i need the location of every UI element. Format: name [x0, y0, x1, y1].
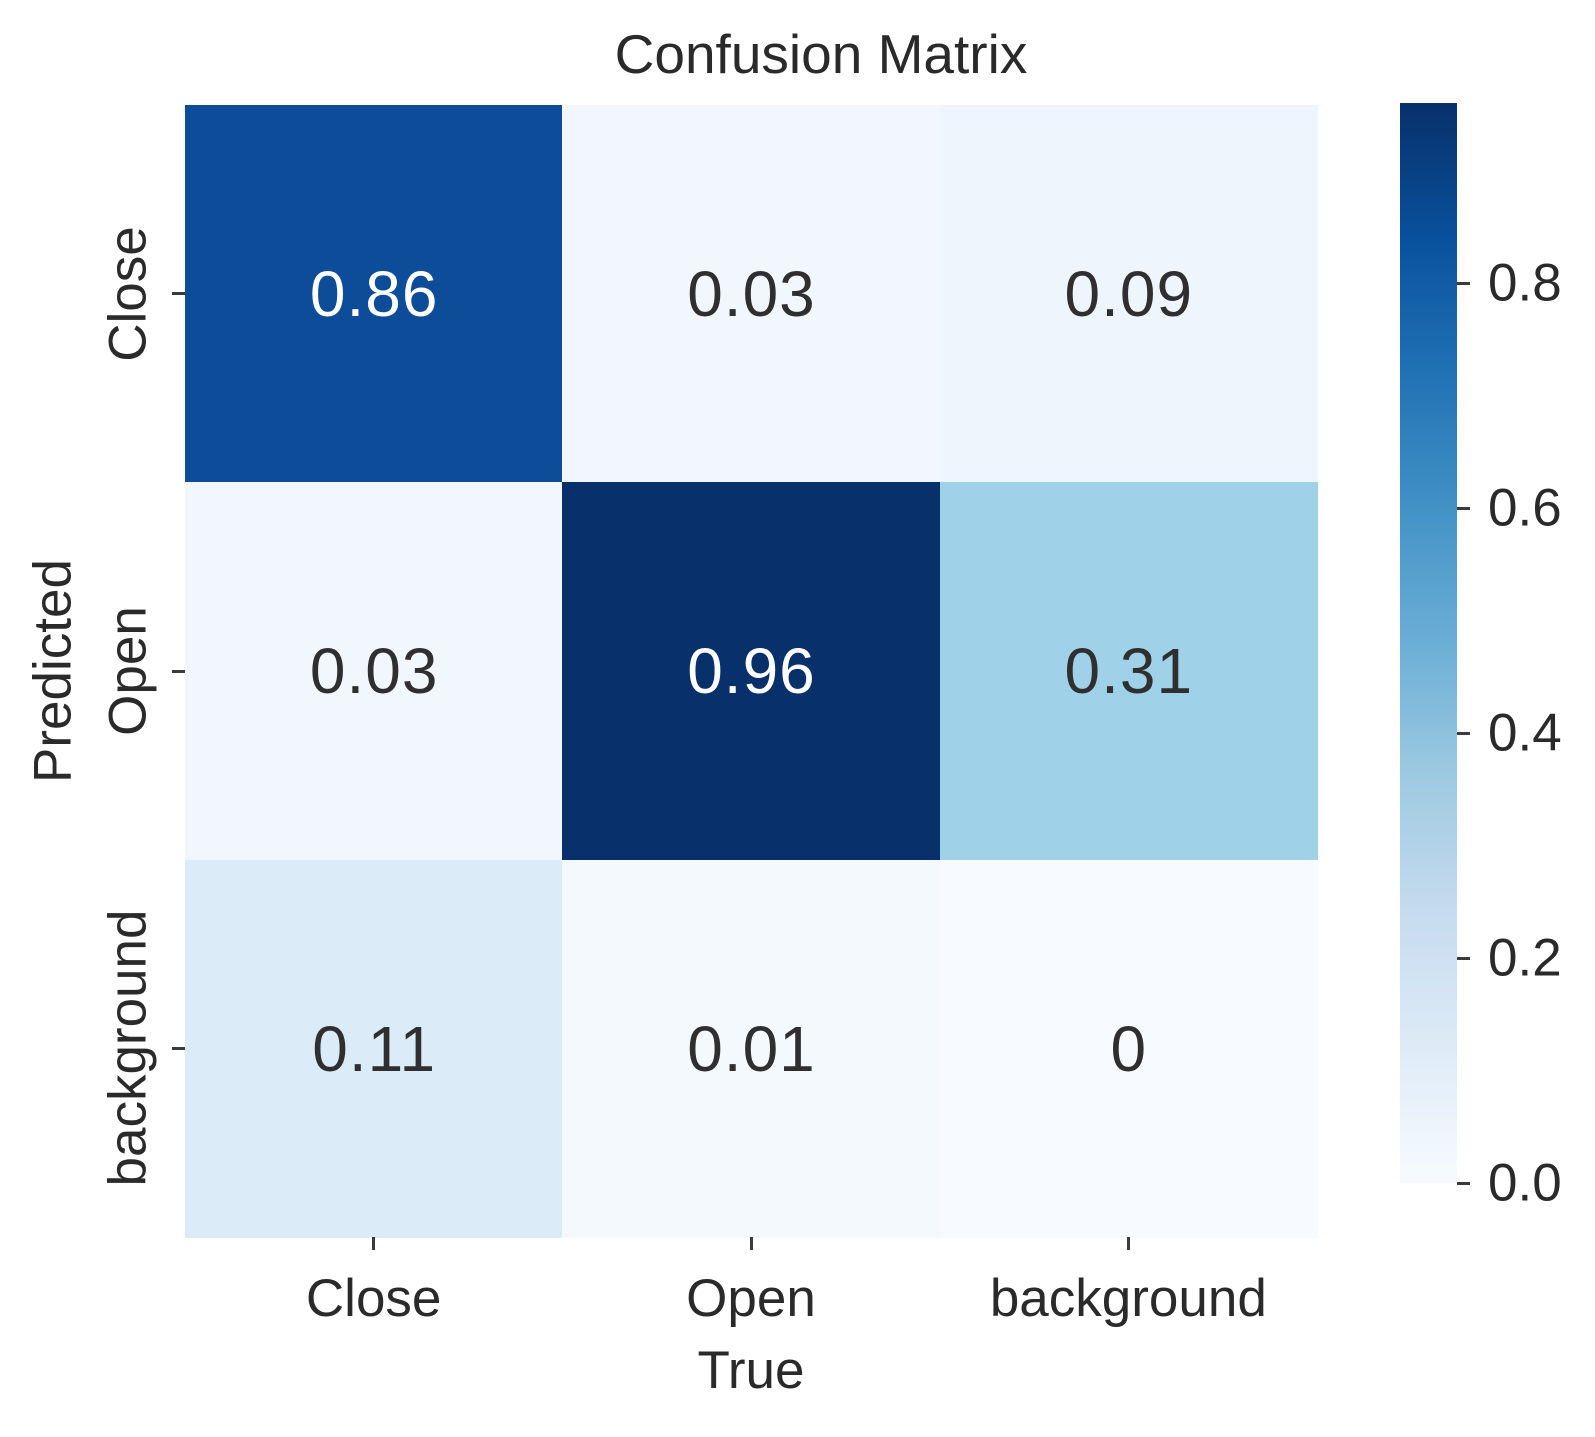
tick-mark — [1126, 1237, 1130, 1250]
y-axis-label: Predicted — [23, 559, 83, 783]
colorbar-tick-label: 0.4 — [1488, 703, 1562, 763]
heatmap-cell: 0.31 — [939, 482, 1318, 861]
heatmap-cell: 0.96 — [562, 482, 941, 861]
colorbar-tick-label: 0.6 — [1488, 478, 1562, 538]
cell-value: 0.96 — [687, 635, 816, 708]
heatmap-cell: 0.86 — [185, 105, 564, 484]
heatmap-cell: 0 — [939, 859, 1318, 1238]
tick-mark — [1457, 956, 1470, 960]
y-tick-label: Open — [98, 606, 158, 736]
cell-value: 0.11 — [312, 1012, 437, 1085]
heatmap-cell: 0.03 — [562, 105, 941, 484]
y-tick-label: background — [98, 909, 158, 1187]
heatmap: 0.86 0.03 0.09 0.03 0.96 0.31 0.11 0.01 0 — [185, 105, 1318, 1238]
cell-value: 0.03 — [309, 635, 439, 708]
colorbar-tick-label: 0.8 — [1488, 253, 1562, 313]
x-tick-label: Open — [686, 1269, 816, 1328]
cell-value: 0.31 — [1064, 635, 1194, 708]
y-tick-label: Close — [98, 225, 158, 362]
tick-mark — [1457, 281, 1470, 285]
x-axis-label: True — [697, 1341, 805, 1400]
cell-value: 0.09 — [1064, 258, 1194, 331]
cell-value: 0.01 — [687, 1012, 816, 1085]
tick-mark — [172, 669, 185, 673]
tick-mark — [372, 1237, 376, 1250]
tick-mark — [1457, 731, 1470, 735]
heatmap-cell: 0.01 — [562, 859, 941, 1238]
x-tick-label: background — [989, 1269, 1267, 1328]
tick-mark — [172, 1046, 185, 1050]
tick-mark — [1457, 1181, 1470, 1185]
cell-value: 0.03 — [687, 258, 816, 331]
colorbar — [1400, 103, 1457, 1183]
tick-mark — [1457, 506, 1470, 510]
cell-value: 0 — [1110, 1012, 1148, 1085]
colorbar-tick-label: 0.2 — [1488, 928, 1562, 988]
heatmap-cell: 0.03 — [185, 482, 564, 861]
colorbar-tick-label: 0.0 — [1488, 1153, 1562, 1213]
chart-title: Confusion Matrix — [614, 23, 1028, 85]
heatmap-cell: 0.11 — [185, 859, 564, 1238]
tick-mark — [172, 292, 185, 296]
cell-value: 0.86 — [309, 258, 439, 331]
heatmap-cell: 0.09 — [939, 105, 1318, 484]
x-tick-label: Close — [305, 1269, 442, 1328]
tick-mark — [749, 1237, 753, 1250]
